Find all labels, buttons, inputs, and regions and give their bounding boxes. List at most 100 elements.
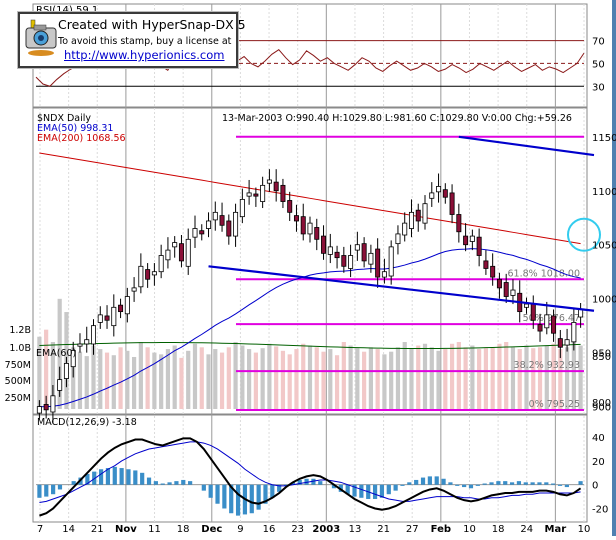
- candle-body: [199, 230, 205, 235]
- macd-histogram-bar: [311, 478, 316, 485]
- macd-histogram-bar: [112, 466, 117, 485]
- volume-bar: [172, 345, 177, 409]
- volume-y-tick-label: 250M: [5, 393, 31, 404]
- candle-body: [476, 236, 482, 256]
- volume-bar: [118, 347, 123, 409]
- candle-body: [185, 238, 191, 267]
- candle-body: [151, 271, 157, 276]
- stamp-line-1: Created with HyperSnap-DX 5: [58, 17, 246, 32]
- macd-histogram-bar: [146, 477, 152, 485]
- volume-bar: [294, 349, 299, 409]
- volume-bar: [483, 348, 488, 409]
- volume-bar: [260, 348, 265, 409]
- macd-histogram-bar: [523, 482, 528, 485]
- candle-body: [368, 252, 374, 265]
- volume-bar: [321, 351, 326, 409]
- stamp-line-2: To avoid this stamp, buy a license at: [58, 36, 232, 47]
- candle-body: [97, 314, 103, 323]
- candle-body: [206, 220, 212, 229]
- volume-bar: [334, 355, 340, 409]
- volume-bar: [240, 345, 245, 409]
- candle-body: [381, 271, 387, 278]
- volume-bar: [132, 356, 137, 409]
- macd-histogram-bar: [578, 481, 583, 485]
- volume-bar: [165, 349, 171, 409]
- volume-bar: [84, 356, 89, 409]
- macd-y-tick-label: 0: [592, 481, 598, 492]
- volume-bar: [517, 349, 522, 409]
- price-ohlc-header: 13-Mar-2003 O:990.40 H:1029.80 L:981.60 …: [222, 113, 572, 124]
- stamp-url-link[interactable]: http://www.hyperionics.com: [64, 48, 225, 62]
- candle-body: [300, 216, 306, 235]
- macd-histogram-bar: [557, 484, 563, 486]
- volume-bar: [179, 357, 184, 409]
- rsi-y-tick-label: 50: [592, 59, 605, 70]
- volume-bar: [422, 343, 428, 409]
- macd-histogram-bar: [537, 482, 542, 485]
- candle-body: [341, 255, 347, 267]
- x-tick-label: 16: [263, 524, 276, 535]
- fib-level-label: 38.2% 932.93: [514, 360, 580, 371]
- x-tick-label: 24: [520, 524, 533, 535]
- macd-histogram-bar: [222, 484, 227, 509]
- macd-signal-line: [39, 441, 581, 504]
- volume-bar: [57, 298, 62, 409]
- volume-bar: [443, 349, 448, 409]
- candle-body: [429, 192, 435, 199]
- macd-histogram-bar: [516, 481, 522, 485]
- hypersnap-stamp[interactable]: Created with HyperSnap-DX 5 To avoid thi…: [18, 12, 246, 68]
- x-tick-label: 13: [349, 524, 362, 535]
- macd-histogram-bar: [359, 484, 364, 498]
- macd-histogram-bar: [475, 484, 480, 486]
- candle-body: [388, 246, 394, 277]
- candle-body: [422, 203, 428, 224]
- highlight-circle: [567, 217, 601, 252]
- candle-body: [70, 350, 76, 368]
- candle-body: [266, 179, 272, 184]
- candle-body: [178, 243, 184, 262]
- volume-bar: [571, 342, 576, 409]
- candle-body: [503, 282, 509, 297]
- candle-body: [361, 243, 367, 262]
- candle-body: [463, 235, 469, 246]
- price-y-tick-label: 950: [592, 349, 611, 360]
- macd-histogram-bar: [277, 484, 282, 492]
- macd-histogram-bar: [372, 484, 378, 499]
- macd-histogram-bar: [489, 482, 494, 485]
- volume-bar: [44, 329, 49, 409]
- macd-histogram-bar: [270, 484, 275, 498]
- macd-histogram-bar: [455, 484, 460, 486]
- volume-bar: [362, 351, 367, 409]
- macd-histogram-bar: [544, 482, 549, 485]
- volume-bar: [389, 351, 394, 409]
- candle-body: [510, 289, 516, 296]
- candle-body: [551, 315, 557, 334]
- x-tick-label: 21: [377, 524, 390, 535]
- candle-body: [537, 324, 543, 332]
- volume-bar: [578, 345, 583, 409]
- candle-body: [36, 406, 42, 414]
- macd-histogram-bar: [509, 482, 515, 485]
- candle-body: [408, 211, 414, 229]
- x-tick-label: Mar: [545, 524, 567, 535]
- trend-channel-line: [458, 135, 595, 157]
- candle-body: [172, 242, 178, 248]
- macd-histogram-bar: [188, 481, 193, 485]
- volume-right-tick-label: 800: [592, 398, 611, 409]
- macd-histogram-bar: [105, 468, 111, 485]
- volume-bar: [98, 349, 103, 409]
- macd-histogram-bar: [441, 478, 446, 485]
- volume-bar: [226, 347, 231, 409]
- candle-body: [395, 233, 401, 245]
- macd-histogram-bar: [297, 479, 302, 485]
- volume-bar: [213, 349, 218, 409]
- candle-body: [77, 343, 83, 347]
- macd-histogram-bar: [482, 483, 487, 485]
- volume-bar: [558, 349, 563, 409]
- x-tick-label: 11: [148, 524, 161, 535]
- fib-level-label: 0% 795.25: [529, 399, 580, 410]
- candle-body: [273, 181, 279, 192]
- volume-bar: [145, 347, 150, 409]
- volume-bar: [497, 343, 502, 409]
- macd-histogram-bar: [249, 484, 254, 514]
